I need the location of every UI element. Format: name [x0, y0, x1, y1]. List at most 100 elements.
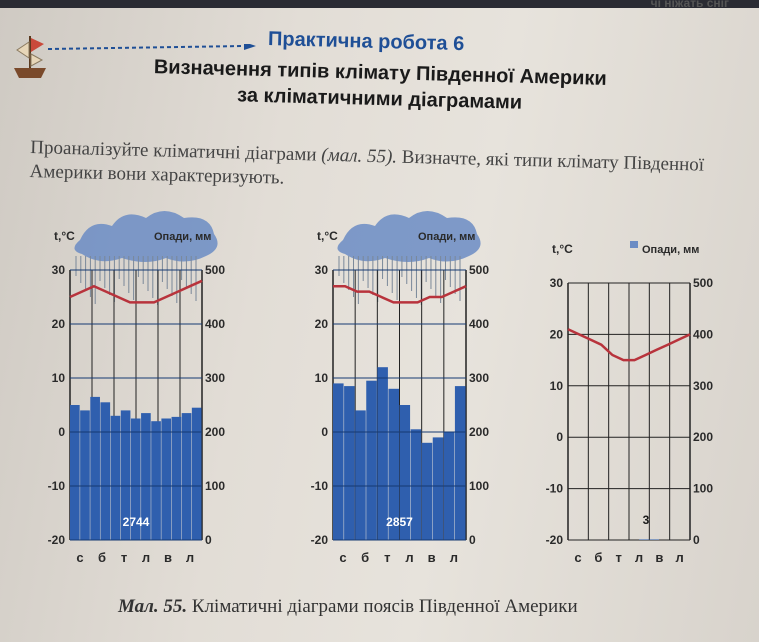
temperature-tick-label: -10 — [311, 479, 329, 493]
cloud-icon — [337, 211, 481, 262]
precipitation-tick-label: 100 — [205, 479, 225, 493]
temperature-line — [69, 279, 203, 304]
month-label: л — [676, 550, 684, 565]
cloud-icon — [74, 211, 218, 262]
precip-bar — [410, 429, 422, 540]
precipitation-tick-label: 400 — [469, 317, 489, 331]
month-label: б — [98, 550, 106, 565]
temperature-tick-label: 30 — [315, 263, 329, 277]
precip-bar — [110, 415, 121, 540]
climate-diagram-1 — [69, 211, 218, 541]
precipitation-tick-label: 300 — [205, 371, 225, 385]
temperature-tick-label: -20 — [48, 533, 66, 547]
precipitation-axis-label: Опади, мм — [154, 231, 211, 243]
precip-bar — [141, 413, 151, 540]
precip-bar — [171, 416, 182, 540]
temperature-tick-label: 10 — [315, 371, 329, 385]
precipitation-total: 2744 — [123, 515, 150, 529]
precipitation-tick-label: 200 — [693, 430, 713, 444]
precipitation-tick-label: 500 — [205, 263, 225, 277]
temperature-tick-label: 30 — [52, 263, 66, 277]
month-label: л — [450, 550, 458, 565]
month-label: л — [635, 550, 643, 565]
precip-bar — [181, 413, 192, 540]
precipitation-tick-label: 400 — [693, 327, 713, 341]
precip-bar — [377, 367, 388, 540]
precipitation-total: 3 — [643, 513, 650, 527]
precip-bar — [366, 380, 377, 540]
temperature-axis-label: t,°C — [317, 229, 338, 243]
temperature-tick-label: -10 — [48, 479, 66, 493]
month-label: с — [574, 550, 581, 565]
temperature-line — [567, 328, 691, 362]
precipitation-tick-label: 500 — [469, 263, 489, 277]
temperature-tick-label: -10 — [546, 482, 564, 496]
temperature-tick-label: -20 — [546, 533, 564, 547]
month-label: с — [76, 550, 83, 565]
precipitation-tick-label: 100 — [693, 482, 713, 496]
month-label: л — [142, 550, 150, 565]
month-label: б — [361, 550, 369, 565]
precip-bar — [355, 410, 366, 540]
precip-bar — [333, 383, 344, 540]
precip-bar — [344, 386, 355, 540]
caption-ref: Мал. 55. — [118, 596, 188, 617]
ship-icon — [14, 36, 46, 78]
precip-bar — [100, 402, 111, 540]
temperature-axis-label: t,°C — [552, 242, 573, 256]
precipitation-tick-label: 100 — [469, 479, 489, 493]
temperature-tick-label: 10 — [52, 371, 66, 385]
month-label: с — [339, 550, 346, 565]
top-strip — [0, 0, 759, 8]
precipitation-tick-label: 200 — [469, 425, 489, 439]
precipitation-tick-label: 0 — [469, 533, 476, 547]
month-label: т — [384, 550, 390, 565]
figure-caption: Мал. 55. Кліматичні діаграми поясів Півд… — [118, 596, 578, 618]
temperature-tick-label: 20 — [52, 317, 66, 331]
precip-bar — [70, 405, 80, 540]
precip-bar — [191, 407, 202, 540]
precip-bar — [649, 539, 659, 540]
precipitation-total: 2857 — [386, 515, 413, 529]
precip-bar — [432, 437, 444, 540]
temperature-line — [333, 284, 467, 304]
precip-bar — [399, 405, 411, 540]
climate-diagram-2 — [332, 211, 481, 541]
month-label: т — [615, 550, 621, 565]
precipitation-tick-label: 400 — [205, 317, 225, 331]
month-label: л — [405, 550, 413, 565]
climate-diagram-3 — [567, 241, 691, 541]
temperature-tick-label: 10 — [550, 379, 564, 393]
temperature-tick-label: 30 — [550, 276, 564, 290]
temperature-axis-label: t,°C — [54, 229, 75, 243]
temperature-tick-label: 20 — [315, 317, 329, 331]
precip-bar — [120, 410, 131, 540]
precipitation-tick-label: 500 — [693, 276, 713, 290]
precipitation-axis-label: Опади, мм — [418, 231, 475, 243]
precipitation-tick-label: 200 — [205, 425, 225, 439]
precip-bar — [80, 410, 90, 540]
top-strip-text: чі ніжать сніг — [650, 0, 729, 10]
month-label: л — [186, 550, 194, 565]
caption-text: Кліматичні діаграми поясів Південної Аме… — [191, 596, 578, 617]
precip-bar — [130, 418, 141, 540]
precipitation-tick-label: 300 — [469, 371, 489, 385]
month-label: т — [121, 550, 127, 565]
month-label: в — [655, 550, 663, 565]
precip-bar — [388, 388, 399, 540]
temperature-tick-label: 0 — [58, 425, 65, 439]
precip-bar — [90, 396, 100, 540]
dashed-arrow-icon — [48, 44, 256, 50]
precipitation-tick-label: 0 — [693, 533, 700, 547]
precip-bar — [151, 421, 161, 540]
precipitation-tick-label: 300 — [693, 379, 713, 393]
precip-bar — [421, 442, 433, 540]
temperature-tick-label: 0 — [556, 430, 563, 444]
precipitation-axis-label: Опади, мм — [642, 244, 699, 256]
precip-bar — [161, 418, 172, 540]
month-label: в — [164, 550, 172, 565]
precip-bar — [454, 386, 466, 540]
cloud-icon — [630, 241, 638, 248]
temperature-tick-label: 20 — [550, 327, 564, 341]
